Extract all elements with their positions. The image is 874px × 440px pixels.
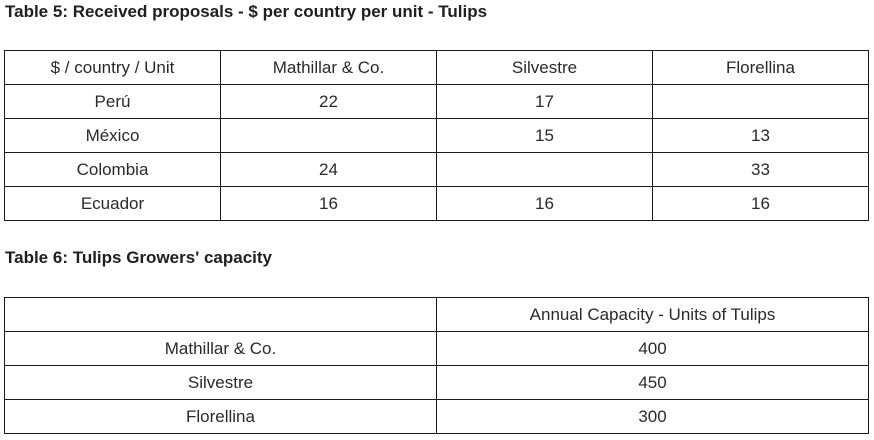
capacity-cell: 450 — [436, 365, 869, 400]
table-header-row: Annual Capacity - Units of Tulips — [4, 297, 869, 332]
price-cell: 16 — [220, 186, 437, 221]
price-cell: 22 — [220, 84, 437, 119]
price-cell: 13 — [652, 118, 869, 153]
price-cell — [220, 118, 437, 153]
price-cell: 16 — [652, 186, 869, 221]
header-cell: $ / country / Unit — [4, 50, 221, 85]
price-cell: 33 — [652, 152, 869, 187]
table-row: Mathillar & Co. 400 — [4, 331, 869, 366]
header-cell: Florellina — [652, 50, 869, 85]
capacity-cell: 300 — [436, 399, 869, 434]
grower-cell: Mathillar & Co. — [4, 331, 437, 366]
country-cell: México — [4, 118, 221, 153]
table6-caption: Table 6: Tulips Growers' capacity — [5, 248, 272, 267]
table-header-row: $ / country / Unit Mathillar & Co. Silve… — [4, 50, 869, 85]
header-cell: Mathillar & Co. — [220, 50, 437, 85]
header-cell — [4, 297, 437, 332]
price-cell — [436, 152, 653, 187]
capacity-table: Annual Capacity - Units of Tulips Mathil… — [4, 297, 869, 434]
price-cell: 16 — [436, 186, 653, 221]
table-row: México 15 13 — [4, 118, 869, 153]
table-row: Perú 22 17 — [4, 84, 869, 119]
country-cell: Colombia — [4, 152, 221, 187]
table5-caption: Table 5: Received proposals - $ per coun… — [5, 2, 488, 21]
header-cell: Silvestre — [436, 50, 653, 85]
price-cell: 15 — [436, 118, 653, 153]
table-row: Florellina 300 — [4, 399, 869, 434]
proposals-table: $ / country / Unit Mathillar & Co. Silve… — [4, 50, 869, 221]
price-cell: 17 — [436, 84, 653, 119]
grower-cell: Florellina — [4, 399, 437, 434]
price-cell: 24 — [220, 152, 437, 187]
capacity-cell: 400 — [436, 331, 869, 366]
header-cell: Annual Capacity - Units of Tulips — [436, 297, 869, 332]
table-row: Ecuador 16 16 16 — [4, 186, 869, 221]
table-row: Silvestre 450 — [4, 365, 869, 400]
country-cell: Perú — [4, 84, 221, 119]
table-row: Colombia 24 33 — [4, 152, 869, 187]
price-cell — [652, 84, 869, 119]
country-cell: Ecuador — [4, 186, 221, 221]
grower-cell: Silvestre — [4, 365, 437, 400]
